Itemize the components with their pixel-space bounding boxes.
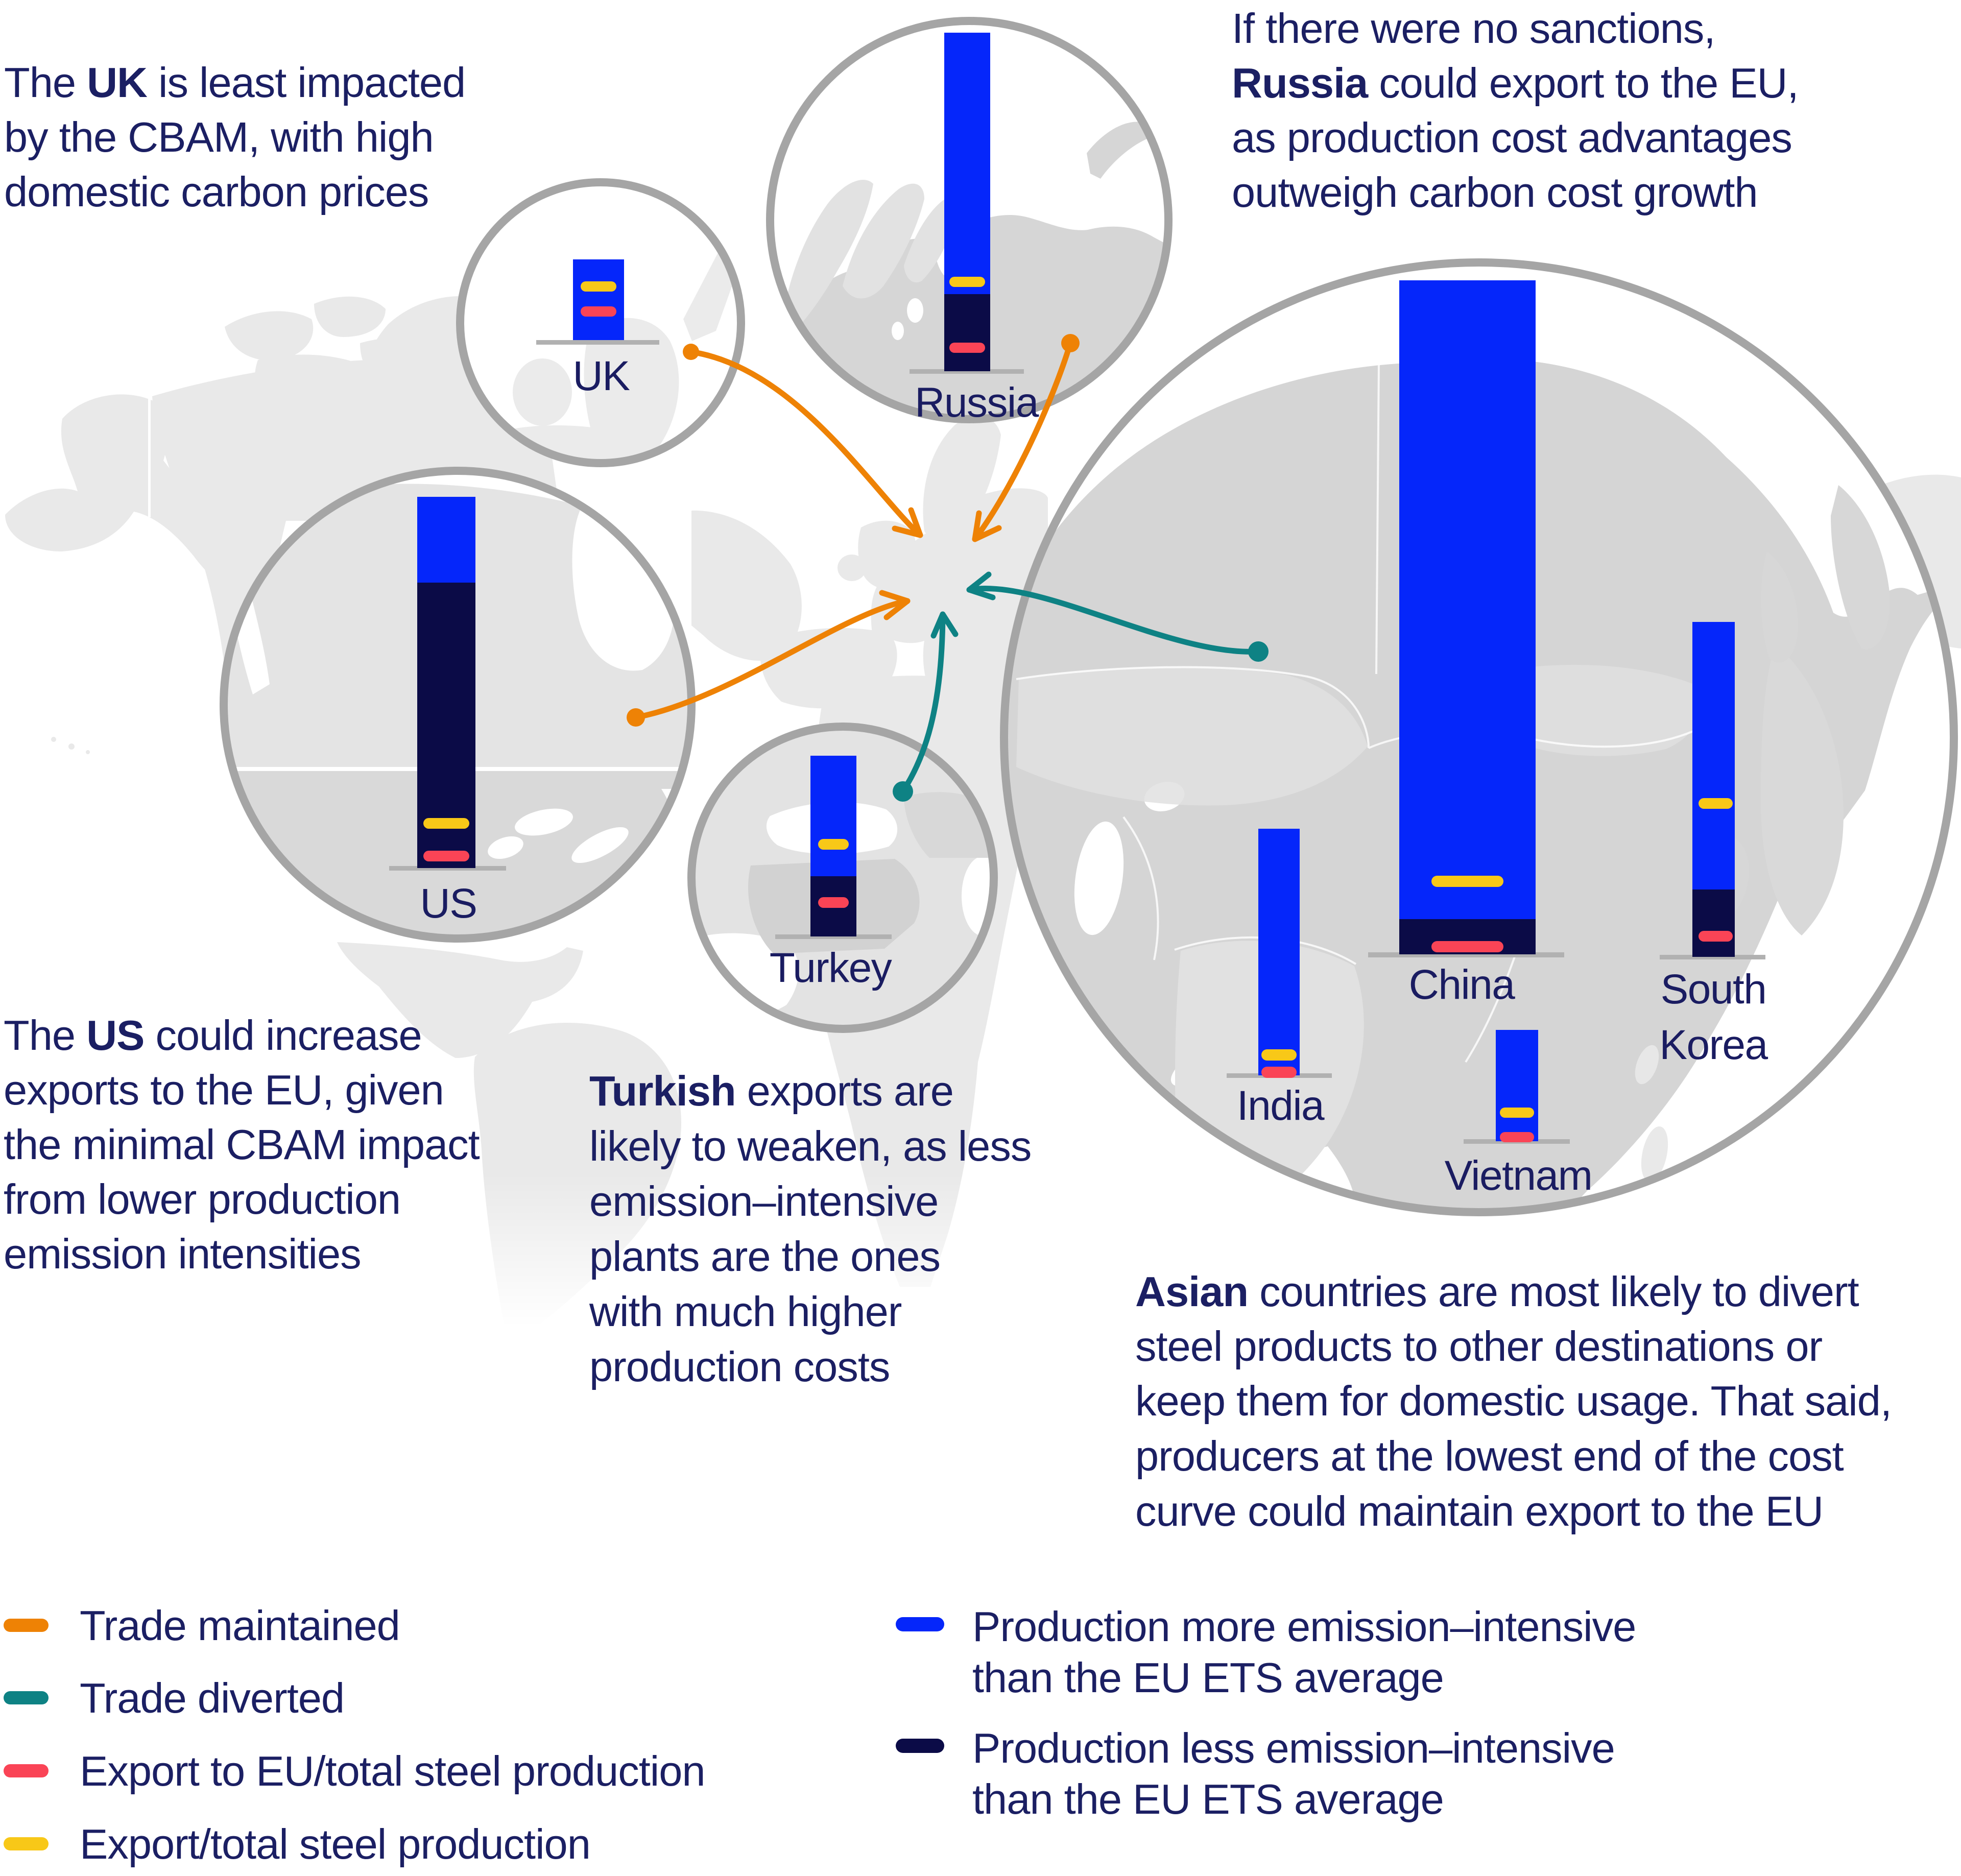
svg-text:Asian countries are most likel: Asian countries are most likely to diver… — [1135, 1268, 1859, 1315]
svg-text:outweigh carbon cost growth: outweigh carbon cost growth — [1232, 169, 1758, 216]
svg-text:production costs: production costs — [589, 1343, 890, 1390]
svg-text:If there were no sanctions,: If there were no sanctions, — [1232, 5, 1715, 52]
svg-text:China: China — [1409, 961, 1516, 1008]
svg-text:steel products to other destin: steel products to other destinations or — [1135, 1322, 1822, 1370]
svg-text:Russia could export to the EU,: Russia could export to the EU, — [1232, 59, 1799, 107]
svg-text:Trade maintained: Trade maintained — [80, 1602, 400, 1649]
svg-text:as production cost advantages: as production cost advantages — [1232, 114, 1792, 161]
svg-text:with much higher: with much higher — [589, 1288, 902, 1335]
svg-text:producers at the lowest end of: producers at the lowest end of the cost — [1135, 1432, 1844, 1480]
svg-text:plants are the ones: plants are the ones — [589, 1233, 940, 1280]
svg-text:than the EU ETS average: than the EU ETS average — [972, 1654, 1444, 1701]
svg-text:than the EU ETS average: than the EU ETS average — [972, 1775, 1444, 1823]
svg-text:keep them for domestic usage.: keep them for domestic usage. That said, — [1135, 1377, 1892, 1425]
svg-text:The UK is least impacted: The UK is least impacted — [4, 59, 465, 106]
svg-text:Export/total steel production: Export/total steel production — [80, 1820, 590, 1868]
svg-text:Turkish exports are: Turkish exports are — [589, 1067, 953, 1115]
svg-text:Korea: Korea — [1659, 1022, 1768, 1068]
svg-text:exports to the EU, given: exports to the EU, given — [4, 1066, 444, 1114]
svg-text:Russia: Russia — [915, 379, 1039, 426]
svg-text:Production more emission–inten: Production more emission–intensive — [972, 1603, 1636, 1650]
svg-text:Vietnam: Vietnam — [1445, 1152, 1592, 1199]
svg-text:the minimal CBAM impact: the minimal CBAM impact — [4, 1121, 480, 1168]
svg-text:Trade diverted: Trade diverted — [80, 1674, 344, 1722]
svg-text:Export to EU/total steel produ: Export to EU/total steel production — [80, 1747, 705, 1795]
svg-text:emission–intensive: emission–intensive — [589, 1177, 938, 1225]
svg-text:Turkey: Turkey — [770, 945, 892, 991]
svg-text:Production less emission–inten: Production less emission–intensive — [972, 1724, 1615, 1772]
svg-text:India: India — [1237, 1083, 1325, 1129]
svg-text:US: US — [420, 880, 477, 927]
svg-text:from lower production: from lower production — [4, 1175, 400, 1223]
svg-text:curve could maintain export to: curve could maintain export to the EU — [1135, 1487, 1823, 1535]
svg-text:The US could increase: The US could increase — [4, 1012, 422, 1059]
svg-text:by the CBAM, with high: by the CBAM, with high — [4, 113, 434, 161]
svg-text:UK: UK — [573, 353, 630, 399]
svg-text:likely to weaken, as less: likely to weaken, as less — [589, 1122, 1031, 1170]
svg-text:South: South — [1661, 966, 1766, 1013]
svg-text:emission intensities: emission intensities — [4, 1230, 361, 1278]
svg-text:domestic carbon prices: domestic carbon prices — [4, 168, 428, 215]
